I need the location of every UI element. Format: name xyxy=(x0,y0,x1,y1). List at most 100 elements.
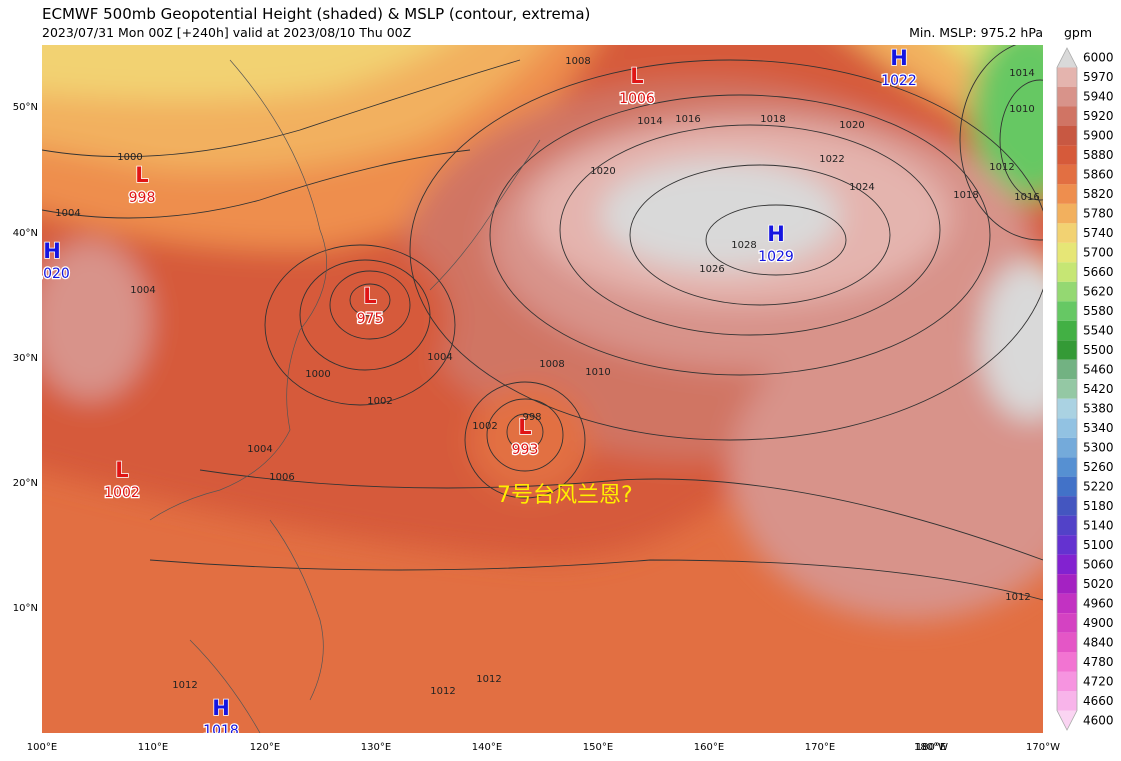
contour-label: 1002 xyxy=(472,421,497,432)
colorbar-label: 5220 xyxy=(1083,479,1114,493)
pressure-centers: L1006H1022L998H1020L975H1029L993L1002H10… xyxy=(42,45,918,739)
center-letter: L xyxy=(115,458,128,482)
lon-label: 170°E xyxy=(805,742,835,753)
lon-label: 170°W xyxy=(1026,742,1060,753)
contour-label: 1012 xyxy=(476,674,501,685)
colorbar-label: 5860 xyxy=(1083,168,1114,182)
colorbar-label: 5340 xyxy=(1083,421,1114,435)
colorbar-cell xyxy=(1057,691,1077,711)
lat-label: 40°N xyxy=(13,228,38,239)
contour-label: 1016 xyxy=(675,114,700,125)
contour-label: 1022 xyxy=(819,154,844,165)
center-pressure: 1018 xyxy=(203,723,239,739)
colorbar-cell xyxy=(1057,476,1077,497)
contour-label: 1000 xyxy=(305,369,330,380)
center-letter: H xyxy=(212,696,230,720)
axes: 50°N 40°N 30°N 20°N 10°N 100°E 110°E 120°E 130°E… xyxy=(13,102,1060,753)
colorbar-label: 4780 xyxy=(1083,655,1114,669)
colorbar-cell xyxy=(1057,67,1077,87)
colorbar-cell xyxy=(1057,359,1077,380)
colorbar-label: 5580 xyxy=(1083,304,1114,318)
colorbar-label: 5140 xyxy=(1083,518,1114,532)
colorbar-cell xyxy=(1057,457,1077,477)
colorbar-label: 5060 xyxy=(1083,557,1114,571)
colorbar-cell xyxy=(1057,574,1077,594)
contour-label: 1008 xyxy=(539,359,564,370)
colorbar-cell xyxy=(1057,710,1077,730)
colorbar-cell xyxy=(1057,671,1077,692)
colorbar-cell xyxy=(1057,418,1077,438)
colorbar-label: 5300 xyxy=(1083,440,1114,454)
lon-label: 110°E xyxy=(138,742,168,753)
lon-label: 160°E xyxy=(694,742,724,753)
shading xyxy=(42,45,1043,620)
colorbar-label: 5260 xyxy=(1083,460,1114,474)
map: L1006H1022L998H1020L975H1029L993L1002H10… xyxy=(42,45,1043,739)
colorbar-label: 5700 xyxy=(1083,246,1114,260)
subtitle: 2023/07/31 Mon 00Z [+240h] valid at 2023… xyxy=(42,25,411,40)
colorbar-label: 4660 xyxy=(1083,694,1114,708)
contour-label: 1004 xyxy=(55,208,80,219)
center-letter: L xyxy=(630,64,643,88)
contour-label: 1012 xyxy=(989,162,1014,173)
colorbar-cell xyxy=(1057,184,1077,204)
colorbar-cell xyxy=(1057,145,1077,165)
contour-label: 1008 xyxy=(565,56,590,67)
lat-label: 50°N xyxy=(13,102,38,113)
colorbar-label: 5420 xyxy=(1083,382,1114,396)
contour-label: 1020 xyxy=(590,166,615,177)
center-pressure: 975 xyxy=(357,311,384,327)
contour-label: 1002 xyxy=(367,396,392,407)
lon-label: 120°E xyxy=(250,742,280,753)
contour-label: 1024 xyxy=(849,182,874,193)
colorbar-cell xyxy=(1057,379,1077,399)
colorbar-label: 5900 xyxy=(1083,129,1114,143)
colorbar-label: 5100 xyxy=(1083,538,1114,552)
lat-label: 10°N xyxy=(13,603,38,614)
colorbar-label: 5970 xyxy=(1083,70,1114,84)
lon-label: 140°E xyxy=(472,742,502,753)
colorbar-cell xyxy=(1057,203,1077,224)
contour-label: 1006 xyxy=(269,472,294,483)
center-letter: L xyxy=(135,163,148,187)
contour-label: 1012 xyxy=(1005,592,1030,603)
annotation: 7号台风兰恩? xyxy=(497,483,633,508)
lon-label: 180°E xyxy=(916,742,946,753)
lon-label: 180°W xyxy=(914,742,948,753)
colorbar-cell xyxy=(1057,320,1077,341)
contour-label: 1010 xyxy=(1009,104,1034,115)
colorbar-label: 5020 xyxy=(1083,577,1114,591)
contour-label: 1012 xyxy=(430,686,455,697)
colorbar-cell xyxy=(1057,554,1077,575)
lon-label: 150°E xyxy=(583,742,613,753)
colorbar-cell xyxy=(1057,106,1077,126)
colorbar-cell xyxy=(1057,281,1077,302)
colorbar-cell xyxy=(1057,437,1077,458)
lat-label: 20°N xyxy=(13,478,38,489)
lon-label: 100°E xyxy=(27,742,57,753)
colorbar-label: 5880 xyxy=(1083,148,1114,162)
contour-label: 1020 xyxy=(839,120,864,131)
colorbar-label: 5940 xyxy=(1083,90,1114,104)
contour-label: 1000 xyxy=(117,152,142,163)
colorbar-cell xyxy=(1057,632,1077,653)
center-pressure: 1002 xyxy=(104,485,140,501)
colorbar-cell xyxy=(1057,125,1077,146)
lat-label: 30°N xyxy=(13,353,38,364)
contour-labels: 1008 1014 1016 1018 1020 1022 1024 1026 1028 1020… xyxy=(55,56,1039,697)
center-pressure: 1006 xyxy=(619,91,655,107)
contour-label: 998 xyxy=(522,412,541,423)
contour-label: 1010 xyxy=(585,367,610,378)
colorbar-cell xyxy=(1057,48,1077,68)
colorbar-label: 5500 xyxy=(1083,343,1114,357)
colorbar-cell xyxy=(1057,301,1077,321)
colorbar-cell xyxy=(1057,340,1077,360)
center-pressure: 1022 xyxy=(881,73,917,89)
colorbar-label: 5180 xyxy=(1083,499,1114,513)
colorbar-label: 4840 xyxy=(1083,635,1114,649)
colorbar-label: 4900 xyxy=(1083,616,1114,630)
contour-label: 1028 xyxy=(731,240,756,251)
colorbar-cell xyxy=(1057,515,1077,536)
contour-label: 1014 xyxy=(1009,68,1034,79)
